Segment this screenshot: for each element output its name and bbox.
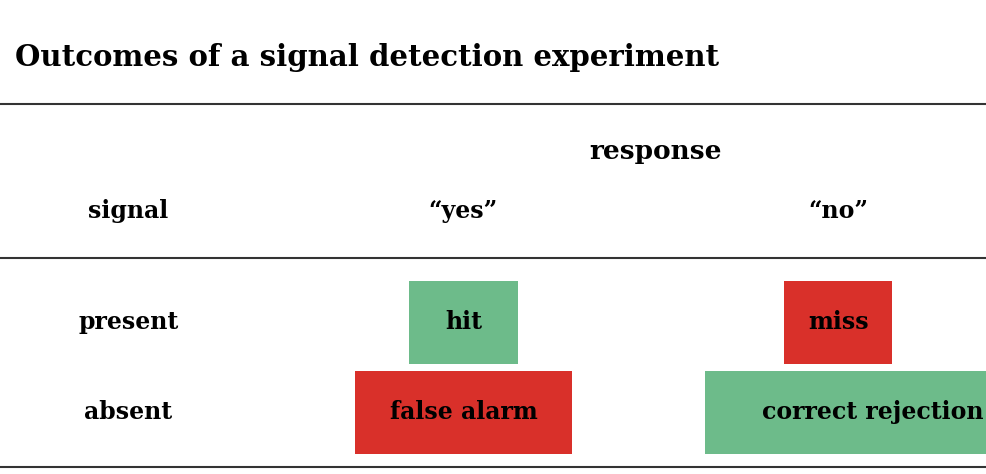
- Text: response: response: [590, 139, 722, 164]
- FancyBboxPatch shape: [784, 281, 892, 364]
- Text: present: present: [78, 310, 178, 334]
- Text: hit: hit: [445, 310, 482, 334]
- FancyBboxPatch shape: [355, 371, 572, 454]
- Text: Outcomes of a signal detection experiment: Outcomes of a signal detection experimen…: [15, 43, 719, 72]
- Text: false alarm: false alarm: [389, 401, 537, 424]
- Text: “yes”: “yes”: [429, 199, 498, 223]
- Text: correct rejection: correct rejection: [762, 401, 983, 424]
- Text: “no”: “no”: [809, 199, 868, 223]
- FancyBboxPatch shape: [409, 281, 518, 364]
- Text: miss: miss: [808, 310, 869, 334]
- Text: signal: signal: [88, 199, 169, 223]
- Text: absent: absent: [84, 401, 173, 424]
- FancyBboxPatch shape: [705, 371, 986, 454]
